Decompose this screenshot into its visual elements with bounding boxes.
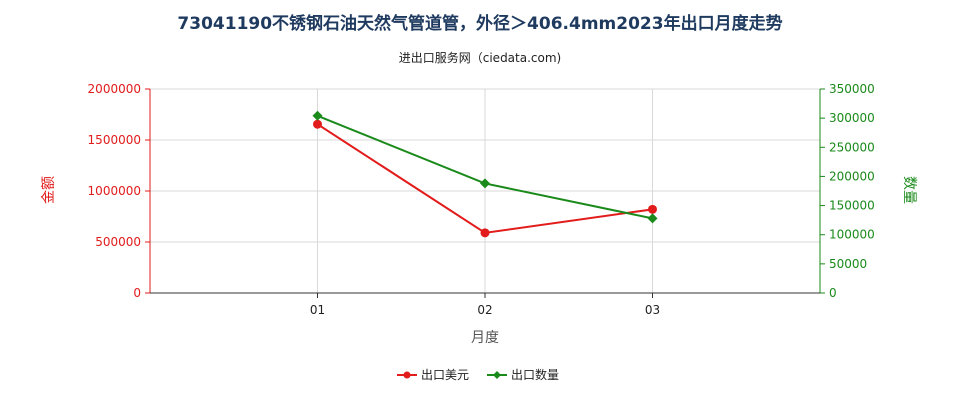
y-right-tick-label: 350000 [829, 82, 875, 96]
legend-label: 出口美元 [421, 368, 469, 382]
y-axis-right-title: 数量 [901, 176, 917, 204]
legend-swatch-marker [403, 371, 411, 379]
y-right-tick-label: 50000 [829, 257, 867, 271]
x-tick-label: 03 [645, 303, 660, 317]
series-2-point [312, 110, 323, 121]
x-axis-title: 月度 [471, 330, 499, 346]
x-tick-label: 01 [310, 303, 325, 317]
chart-subtitle: 进出口服务网（ciedata.com) [398, 51, 562, 65]
tick-labels: 0 500000 1000000 1500000 2000000 0 50000 100000… [88, 82, 875, 317]
y-right-tick-label: 100000 [829, 228, 875, 242]
y-left-tick-label: 1500000 [88, 133, 141, 147]
grid-lines [150, 88, 820, 293]
series-2-point [480, 178, 490, 189]
axes [145, 88, 825, 298]
series-2-point [647, 213, 658, 224]
chart-title: 73041190不锈钢石油天然气管道管，外径＞406.4mm2023年出口月度走… [177, 14, 783, 34]
y-left-tick-label: 1000000 [88, 184, 141, 198]
y-left-tick-label: 2000000 [88, 82, 141, 96]
y-axis-left-title: 金额 [41, 176, 57, 204]
y-right-tick-label: 0 [829, 286, 837, 300]
legend-label: 出口数量 [511, 367, 559, 382]
y-right-tick-label: 150000 [829, 199, 875, 213]
y-left-tick-label: 0 [133, 286, 141, 300]
series-1-point [648, 204, 657, 214]
x-tick-label: 02 [477, 303, 492, 317]
y-right-tick-label: 300000 [829, 111, 875, 125]
y-right-tick-label: 250000 [829, 140, 875, 154]
legend: 出口美元 出口数量 [397, 367, 559, 382]
legend-swatch-marker [493, 371, 501, 379]
y-right-tick-label: 200000 [829, 169, 875, 183]
series-markers [312, 110, 658, 238]
series-1-point [480, 228, 490, 238]
series-1-point [313, 119, 322, 129]
y-left-tick-label: 500000 [95, 235, 141, 249]
